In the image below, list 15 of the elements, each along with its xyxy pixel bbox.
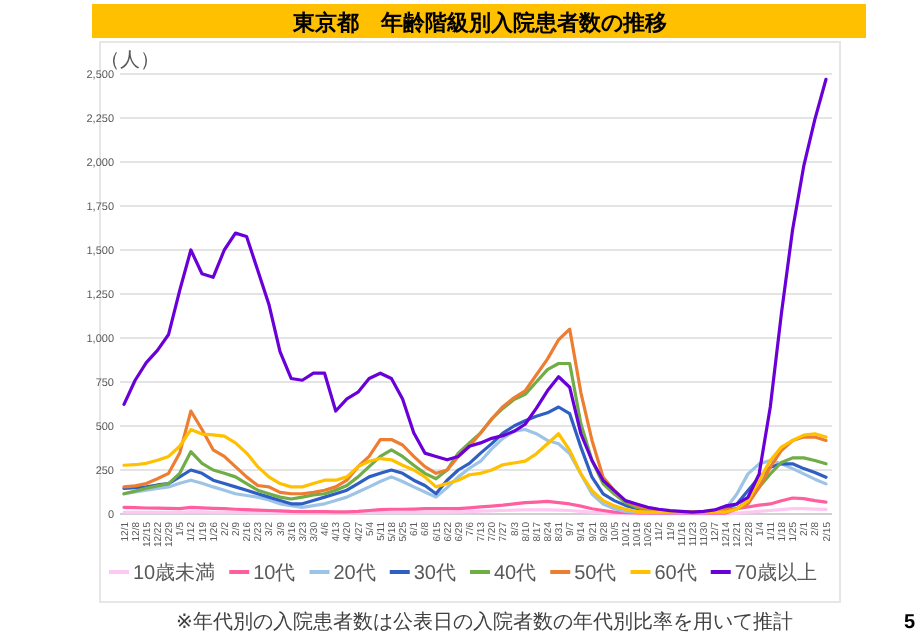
legend-label: 30代 [413,563,456,585]
line-series [122,496,828,515]
line-series [122,327,828,514]
text: ※年代別の入院患者数は公表日の入院者数の年代別比率を用いて推計 [176,610,793,634]
legend-label: 10代 [253,563,296,585]
line-series [122,77,828,514]
chart-title: 東京都 年齢階級別入院患者数の推移 [291,10,667,36]
legend-label: 20代 [333,563,376,585]
text: 5 [904,612,916,634]
legend-label: 50代 [574,563,617,585]
legend-label: 60代 [654,563,697,585]
legend-label: 70歳以上 [734,561,817,585]
legend-label: 10歳未満 [133,561,216,585]
y-axis-title: （人） [100,50,160,72]
legend-label: 40代 [494,563,537,585]
